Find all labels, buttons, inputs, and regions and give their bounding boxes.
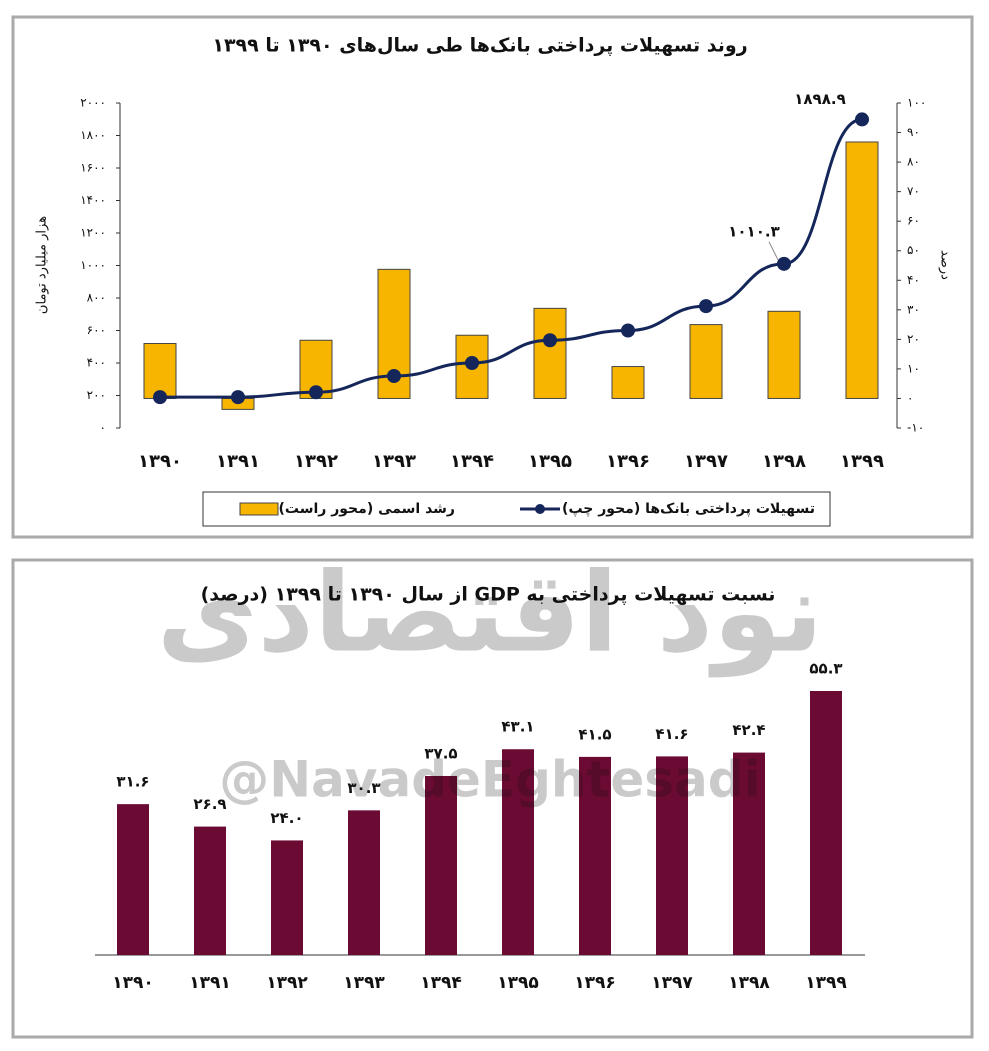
x-tick-label: ۱۳۹۷ — [651, 973, 693, 993]
y2-axis-label: درصد — [938, 250, 953, 280]
label-leader — [768, 241, 779, 261]
y-axis-label: هزار میلیارد تومان — [35, 216, 50, 314]
y-tick-label: ۲۰۰ — [87, 388, 106, 402]
data-label: ۳۷.۵ — [424, 744, 457, 762]
data-label: ۴۱.۶ — [655, 725, 688, 743]
x-tick-label: ۱۳۹۸ — [762, 451, 806, 472]
x-tick-label: ۱۳۹۰ — [138, 451, 182, 472]
x-tick-label: ۱۳۹۸ — [728, 973, 770, 993]
bar — [348, 810, 380, 955]
y2-tick-label: ۱۰۰ — [907, 96, 926, 110]
y2-tick-label: ۶۰ — [907, 214, 920, 228]
x-tick-label: ۱۳۹۴ — [450, 451, 494, 472]
y2-tick-label: -۱۰ — [907, 421, 924, 435]
line-point — [621, 323, 635, 338]
panel-1 — [11, 15, 974, 539]
line-point — [777, 256, 791, 271]
y2-tick-label: ۳۰ — [907, 302, 920, 316]
bar — [656, 756, 688, 955]
line-point — [465, 356, 479, 370]
y2-tick-label: ۴۰ — [907, 273, 920, 287]
x-tick-label: ۱۳۹۶ — [606, 451, 650, 472]
y2-tick-label: ۷۰ — [907, 184, 920, 198]
data-label: ۴۳.۱ — [501, 718, 534, 736]
legend-swatch-dot — [535, 504, 545, 514]
legend-label: رشد اسمی (محور راست) — [279, 501, 456, 517]
line-point — [543, 333, 557, 348]
bar — [579, 756, 611, 955]
bar — [611, 366, 645, 399]
watermark-logo: نود اقتصادی — [157, 548, 824, 677]
legend-box — [202, 491, 831, 527]
bar — [271, 840, 303, 955]
data-label: ۴۲.۴ — [732, 721, 765, 739]
y2-tick-label: ۱۰ — [907, 361, 920, 375]
line-point — [387, 369, 401, 383]
x-tick-label: ۱۳۹۳ — [372, 451, 416, 472]
y-tick-label: ۴۰۰ — [87, 356, 106, 370]
y2-tick-label: ۵۰ — [907, 243, 920, 257]
x-tick-label: ۱۳۹۵ — [497, 973, 539, 993]
data-label: ۵۵.۳ — [809, 660, 842, 678]
watermark: نود اقتصادی @NavadeEghtesadi — [157, 548, 824, 808]
x-tick-label: ۱۳۹۱ — [189, 973, 231, 993]
y-tick-label: ۶۰۰ — [87, 323, 106, 337]
line — [160, 117, 863, 399]
chart-title: روند تسهیلات پرداختی بانک‌ها طی سال‌های … — [212, 35, 747, 57]
y-tick-label: ۸۰۰ — [87, 291, 106, 305]
bar — [767, 310, 801, 399]
x-tick-label: ۱۳۹۳ — [343, 973, 385, 993]
chart-title: نسبت تسهیلات پرداختی به GDP از سال ۱۳۹۰ … — [201, 584, 776, 606]
y-tick-label: ۱۴۰۰ — [80, 193, 106, 207]
y2-tick-label: ۹۰ — [907, 125, 920, 139]
line-point — [153, 390, 167, 405]
x-tick-label: ۱۳۹۱ — [216, 451, 260, 472]
x-tick-label: ۱۳۹۲ — [266, 973, 308, 993]
y2-tick-label: ۰ — [907, 391, 913, 405]
data-label: ۱۸۹۸.۹ — [794, 90, 845, 108]
x-tick-label: ۱۳۹۶ — [574, 973, 616, 993]
data-label: ۳۱.۶ — [116, 773, 149, 791]
bar — [810, 691, 842, 955]
legend-label: تسهیلات پرداختی بانک‌ها (محور چپ) — [562, 501, 815, 517]
x-tick-label: ۱۳۹۹ — [805, 973, 847, 993]
bar — [845, 141, 879, 399]
line-point — [231, 390, 245, 405]
data-label: ۴۱.۵ — [578, 725, 611, 743]
line-point — [699, 299, 713, 314]
data-label: ۲۴.۰ — [270, 809, 303, 827]
x-tick-label: ۱۳۹۴ — [420, 973, 462, 993]
line-point — [855, 112, 869, 127]
bar — [533, 307, 567, 399]
y-tick-label: ۲۰۰۰ — [80, 96, 106, 110]
bar — [425, 775, 457, 955]
x-tick-label: ۱۳۹۲ — [294, 451, 338, 472]
bar — [733, 752, 765, 955]
y-tick-label: ۱۰۰۰ — [80, 258, 106, 272]
bar — [194, 826, 226, 955]
bar — [502, 749, 534, 955]
x-tick-label: ۱۳۹۷ — [684, 451, 728, 472]
y2-tick-label: ۲۰ — [907, 332, 920, 346]
y-tick-label: ۱۶۰۰ — [80, 161, 106, 175]
line-point — [309, 385, 323, 400]
y-tick-label: ۰ — [100, 421, 106, 435]
data-label: ۱۰۱۰.۳ — [728, 222, 779, 240]
y2-tick-label: ۸۰ — [907, 155, 920, 169]
legend-swatch — [239, 502, 279, 516]
y-tick-label: ۱۲۰۰ — [80, 226, 106, 240]
data-label: ۳۰.۳ — [347, 779, 380, 797]
x-tick-label: ۱۳۹۵ — [528, 451, 572, 472]
bar — [689, 324, 723, 399]
watermark-handle: @NavadeEghtesadi — [219, 751, 760, 809]
y-tick-label: ۱۸۰۰ — [80, 128, 106, 142]
x-tick-label: ۱۳۹۹ — [840, 451, 884, 472]
x-tick-label: ۱۳۹۰ — [112, 973, 154, 993]
data-label: ۲۶.۹ — [193, 795, 226, 813]
bar — [117, 804, 149, 955]
